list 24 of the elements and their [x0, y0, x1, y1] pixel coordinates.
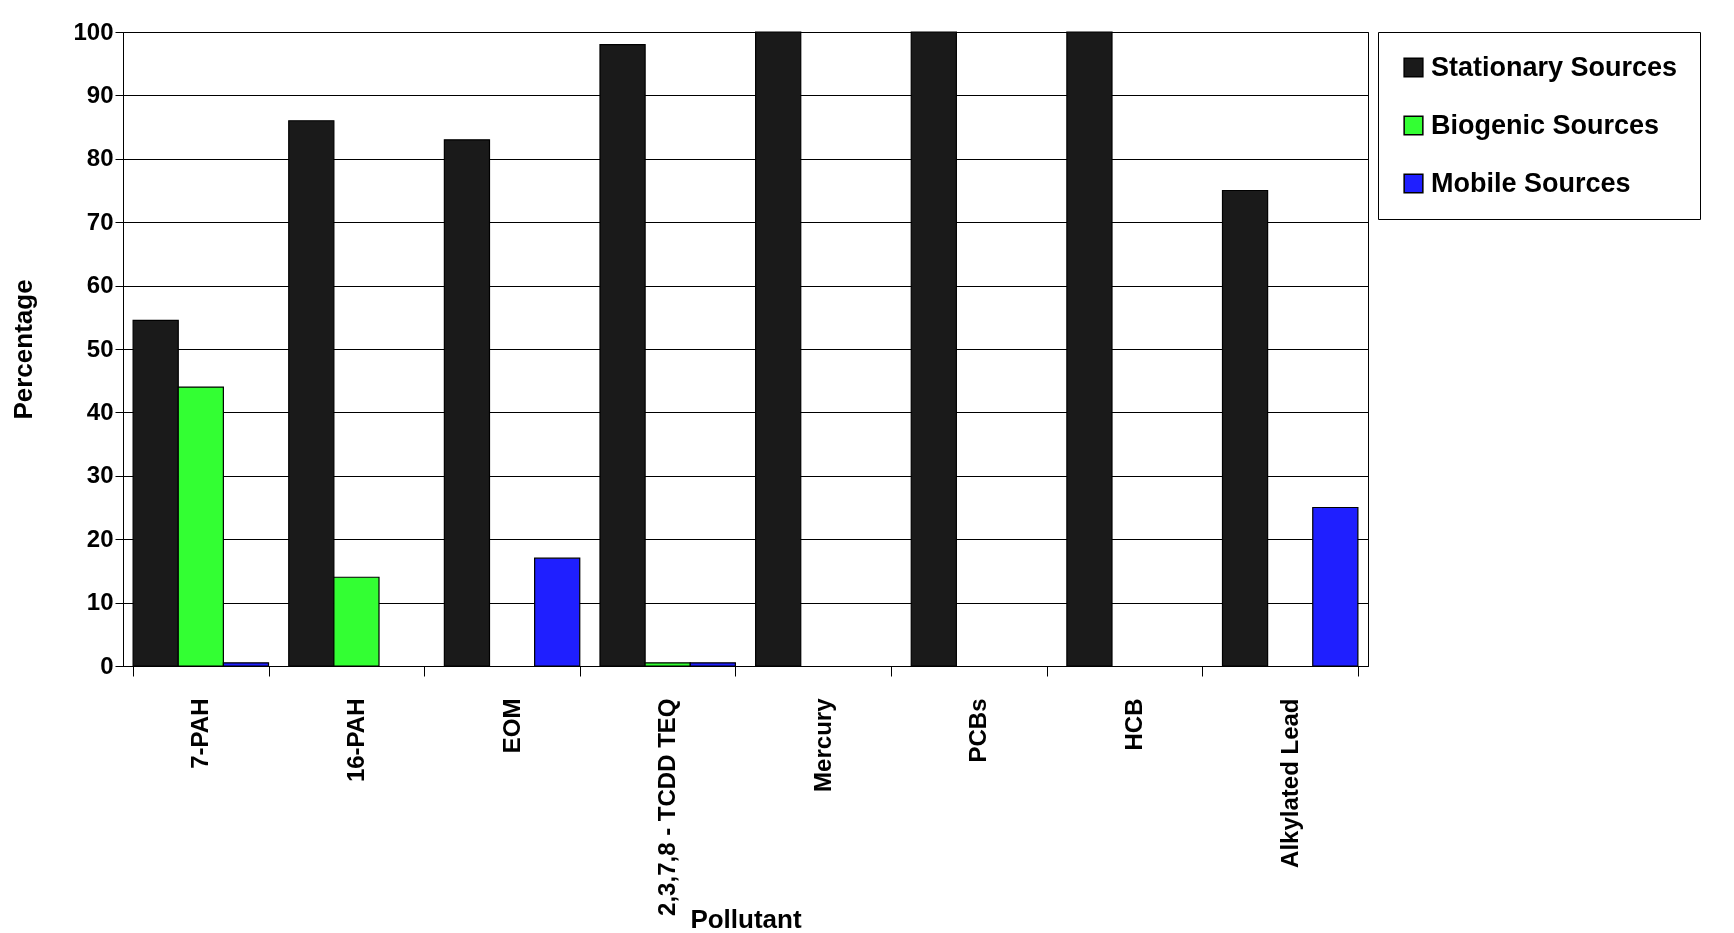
- y-tick-label: 10: [86, 588, 114, 616]
- y-tick-label: 100: [73, 17, 114, 45]
- legend-label: Biogenic Sources: [1431, 109, 1660, 140]
- y-tick-label: 60: [86, 271, 114, 299]
- x-tick-label: 7-PAH: [186, 698, 214, 769]
- x-tick-label: HCB: [1120, 698, 1148, 751]
- x-tick-label: Mercury: [808, 697, 836, 792]
- y-tick-label: 40: [86, 397, 114, 425]
- x-tick-label: Alkylated Lead: [1275, 698, 1303, 868]
- legend-label: Stationary Sources: [1431, 51, 1678, 82]
- y-tick-label: 50: [86, 334, 114, 362]
- y-tick-label: 20: [86, 524, 114, 552]
- x-tick-label: 2,3,7,8 - TCDD TEQ: [653, 698, 681, 916]
- x-tick-label: EOM: [497, 698, 525, 754]
- legend-label: Mobile Sources: [1431, 167, 1631, 198]
- y-axis-title: Percentage: [8, 279, 39, 420]
- y-tick-label: 70: [86, 207, 114, 235]
- y-tick-label: 30: [86, 461, 114, 489]
- x-tick-label: 16-PAH: [341, 698, 369, 783]
- y-tick-label: 90: [86, 80, 114, 108]
- x-axis-title: Pollutant: [690, 903, 802, 933]
- y-tick-label: 0: [100, 651, 114, 679]
- x-tick-label: PCBs: [964, 698, 992, 763]
- y-tick-label: 80: [86, 144, 114, 172]
